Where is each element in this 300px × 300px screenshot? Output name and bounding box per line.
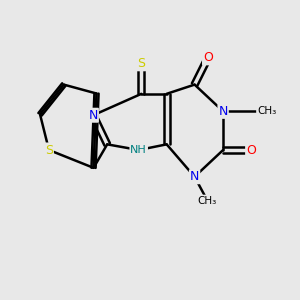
Text: S: S bbox=[45, 143, 53, 157]
Text: NH: NH bbox=[130, 145, 147, 155]
Text: O: O bbox=[246, 143, 256, 157]
Text: N: N bbox=[88, 109, 98, 122]
Text: N: N bbox=[190, 170, 199, 183]
Text: N: N bbox=[218, 105, 228, 118]
Text: O: O bbox=[203, 51, 213, 64]
Text: CH₃: CH₃ bbox=[198, 196, 217, 206]
Text: CH₃: CH₃ bbox=[257, 106, 276, 116]
Text: S: S bbox=[137, 57, 146, 70]
